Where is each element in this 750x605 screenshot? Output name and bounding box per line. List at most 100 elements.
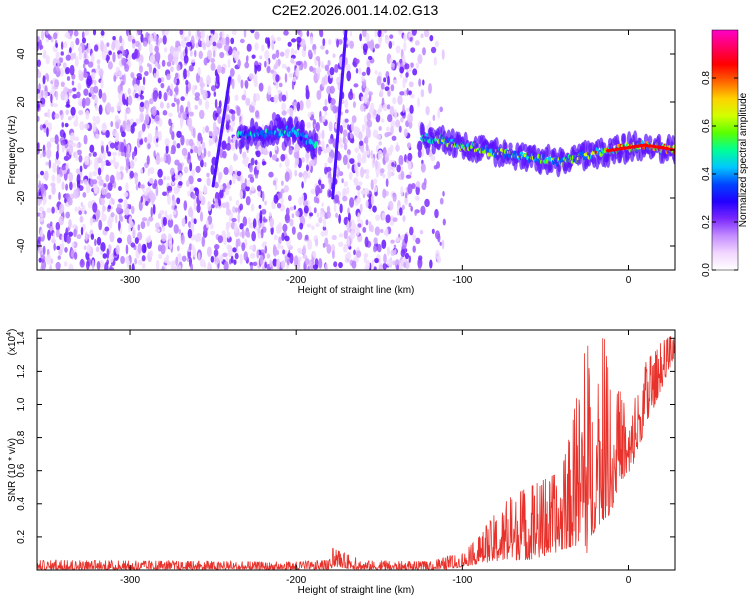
- spectrogram-cell: [73, 228, 77, 238]
- spectrogram-cell: [154, 45, 159, 53]
- spectrogram-cell: [85, 182, 91, 194]
- spectrogram-cell: [225, 143, 232, 151]
- spectrogram-cell: [116, 102, 122, 112]
- spectrogram-cell: [98, 179, 104, 187]
- snr-y-multiplier-close: ): [7, 329, 18, 332]
- spectrogram-cell: [76, 149, 82, 156]
- spectrogram-cell: [200, 30, 206, 40]
- spectrogram-cell: [196, 232, 202, 242]
- spectrogram-cell: [326, 243, 332, 254]
- spectrogram-cell: [96, 175, 103, 181]
- spectrogram-cell: [219, 184, 224, 191]
- spectrogram-cell: [442, 190, 445, 197]
- spectrogram-cell: [382, 103, 388, 112]
- spectrogram-cell: [215, 73, 220, 85]
- spectrogram-cell: [301, 181, 304, 189]
- spectrogram-cell: [232, 247, 237, 253]
- spectrogram-cell: [380, 82, 385, 90]
- spectrogram-cell: [321, 202, 324, 207]
- spectrogram-cell: [194, 92, 201, 98]
- spectrogram-cell: [127, 144, 131, 154]
- spectrogram-cell: [248, 245, 254, 250]
- spectrogram-cell: [386, 259, 393, 267]
- spectrogram-cell: [167, 53, 174, 63]
- snr-y-tick-label: 1.0: [16, 397, 27, 411]
- spectrogram-cell: [205, 75, 212, 86]
- spectrogram-cell: [318, 216, 323, 224]
- spectrogram-cell: [134, 175, 139, 186]
- spectrogram-cell: [259, 55, 263, 60]
- spectrogram-cell: [414, 210, 418, 216]
- spectrogram-cell: [402, 104, 405, 114]
- spectrogram-cell: [59, 109, 63, 116]
- spectrogram-cell: [315, 222, 320, 228]
- spectrogram-cell: [157, 168, 163, 178]
- spectrogram-cell: [254, 159, 258, 166]
- spectrogram-cell: [188, 207, 194, 218]
- spectrogram-cell: [232, 205, 236, 214]
- spectrogram-cell: [156, 35, 159, 46]
- spectrogram-cell: [289, 218, 294, 226]
- spectrogram-cell: [372, 205, 377, 213]
- spectrogram-cell: [189, 161, 193, 172]
- spectrogram-cell: [179, 104, 184, 115]
- spectrogram-cell: [39, 213, 44, 219]
- spectrogram-cell: [124, 208, 130, 216]
- spectrogram-cell: [414, 195, 420, 201]
- spectrogram-cell: [45, 161, 49, 166]
- spectrogram-cell: [83, 88, 89, 96]
- spectrogram-cell: [155, 155, 161, 165]
- spectrogram-cell: [68, 218, 72, 229]
- spectrogram-cell: [299, 100, 304, 111]
- spectrogram-cell: [169, 89, 173, 97]
- spectrogram-cell: [177, 163, 183, 173]
- spectrogram-cell: [100, 242, 106, 252]
- spectrogram-cell: [264, 60, 267, 68]
- spectrogram-cell: [318, 179, 322, 186]
- spectrogram-cell: [202, 126, 205, 134]
- spectrogram-cell: [55, 90, 59, 101]
- spectrogram-cell: [78, 69, 82, 75]
- spectrogram-cell: [362, 43, 368, 53]
- spectrogram-cell: [117, 84, 122, 94]
- spectrogram-cell: [420, 163, 426, 173]
- spectrogram-ridge-peak: [639, 143, 645, 148]
- spectrogram-cell: [183, 68, 188, 80]
- spectrogram-cell: [84, 51, 87, 60]
- spectrogram-cell: [353, 83, 359, 88]
- spectrogram-cell: [392, 97, 397, 105]
- spectrogram-cell: [170, 66, 174, 73]
- spectrogram-cell: [47, 108, 51, 119]
- spectrogram-cell: [203, 57, 208, 66]
- spectrogram-cell: [376, 75, 382, 86]
- spectrogram-cell: [387, 89, 391, 97]
- spectrogram-cell: [425, 106, 430, 116]
- spectrogram-cell: [191, 169, 196, 177]
- spectrogram-ridge-cell: [519, 151, 524, 155]
- spectrogram-cell: [316, 212, 320, 218]
- spectrogram-cell: [38, 206, 44, 212]
- spectrogram-cell: [404, 252, 410, 260]
- spectrogram-cell: [170, 261, 175, 270]
- spectrogram-cell: [71, 242, 75, 247]
- spectrogram-cell: [436, 255, 442, 264]
- spectrogram-cell: [68, 263, 74, 270]
- spectrogram-cell: [250, 157, 255, 166]
- spectrogram-cell: [48, 159, 52, 169]
- spectrogram-cell: [121, 57, 127, 66]
- spectrogram-cell: [198, 145, 202, 155]
- spectrogram-cell: [119, 227, 123, 235]
- spectrogram-cell: [358, 67, 362, 75]
- spectrogram-cell: [246, 179, 250, 187]
- spectrogram-cell: [284, 73, 288, 83]
- spectrogram-cell: [309, 212, 314, 217]
- spectrogram-cell: [110, 159, 114, 164]
- spectrogram-cell: [315, 185, 321, 196]
- spectrogram-cell: [185, 85, 189, 95]
- spectrogram-cell: [63, 261, 68, 267]
- spectrogram-cell: [387, 169, 392, 179]
- spectrogram-cell: [252, 73, 258, 84]
- spectrogram-cell: [160, 244, 166, 255]
- spectrogram-cell: [78, 155, 83, 163]
- spectrogram-cell: [195, 42, 199, 49]
